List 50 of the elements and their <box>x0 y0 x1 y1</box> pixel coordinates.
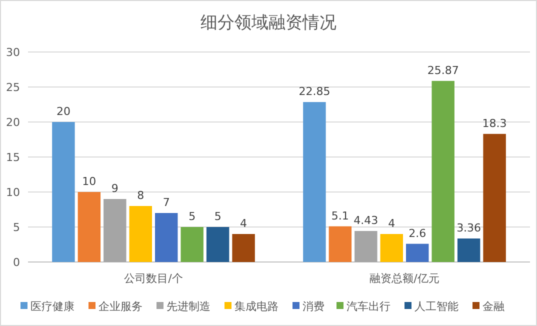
legend-label: 先进制造 <box>166 300 210 313</box>
data-label: 3.36 <box>456 221 482 234</box>
y-tick-label: 10 <box>6 186 20 199</box>
bar <box>206 227 230 262</box>
y-tick-label: 15 <box>6 151 20 164</box>
bar <box>354 230 378 262</box>
bar <box>129 206 152 262</box>
data-label: 7 <box>162 196 170 209</box>
data-label: 4 <box>388 217 396 230</box>
data-label: 5.1 <box>331 209 349 222</box>
data-label: 2.6 <box>408 226 426 240</box>
bar <box>155 213 178 262</box>
y-tick-label: 20 <box>6 116 20 129</box>
y-tick-label: 25 <box>6 81 20 94</box>
bar <box>52 122 75 262</box>
data-label: 20 <box>56 105 70 118</box>
data-label: 25.87 <box>427 64 459 77</box>
bar <box>180 227 204 262</box>
bar <box>328 226 352 262</box>
data-label: 10 <box>82 175 96 188</box>
bar <box>232 234 255 262</box>
legend-label: 金融 <box>482 300 504 313</box>
bar <box>406 244 429 262</box>
data-label: 9 <box>111 182 118 195</box>
data-label: 4.43 <box>354 214 378 227</box>
chart-title: 细分领域融资情况 <box>200 13 336 33</box>
bar <box>380 234 403 262</box>
data-label: 5 <box>214 210 222 223</box>
legend-label: 人工智能 <box>414 300 458 313</box>
x-tick-label: 融资总额/亿元 <box>370 272 440 285</box>
y-tick-label: 5 <box>13 221 20 234</box>
legend-label: 消费 <box>302 300 324 313</box>
x-tick-label: 公司数目/个 <box>124 272 183 285</box>
data-label: 18.3 <box>482 116 507 130</box>
data-label: 22.85 <box>298 85 330 98</box>
bar <box>78 192 101 262</box>
legend-label: 医疗健康 <box>30 300 74 313</box>
bar <box>457 238 480 262</box>
y-tick-label: 0 <box>13 256 20 269</box>
bar <box>432 80 454 262</box>
legend-label: 汽车出行 <box>346 300 390 313</box>
y-tick-label: 30 <box>6 46 20 59</box>
data-label: 8 <box>137 189 144 202</box>
legend-label: 企业服务 <box>98 300 142 313</box>
bar <box>483 134 506 262</box>
legend-label: 集成电路 <box>234 300 278 313</box>
data-label: 5 <box>188 210 196 223</box>
data-label: 4 <box>240 217 248 230</box>
bar <box>303 102 326 262</box>
bar <box>104 199 126 262</box>
